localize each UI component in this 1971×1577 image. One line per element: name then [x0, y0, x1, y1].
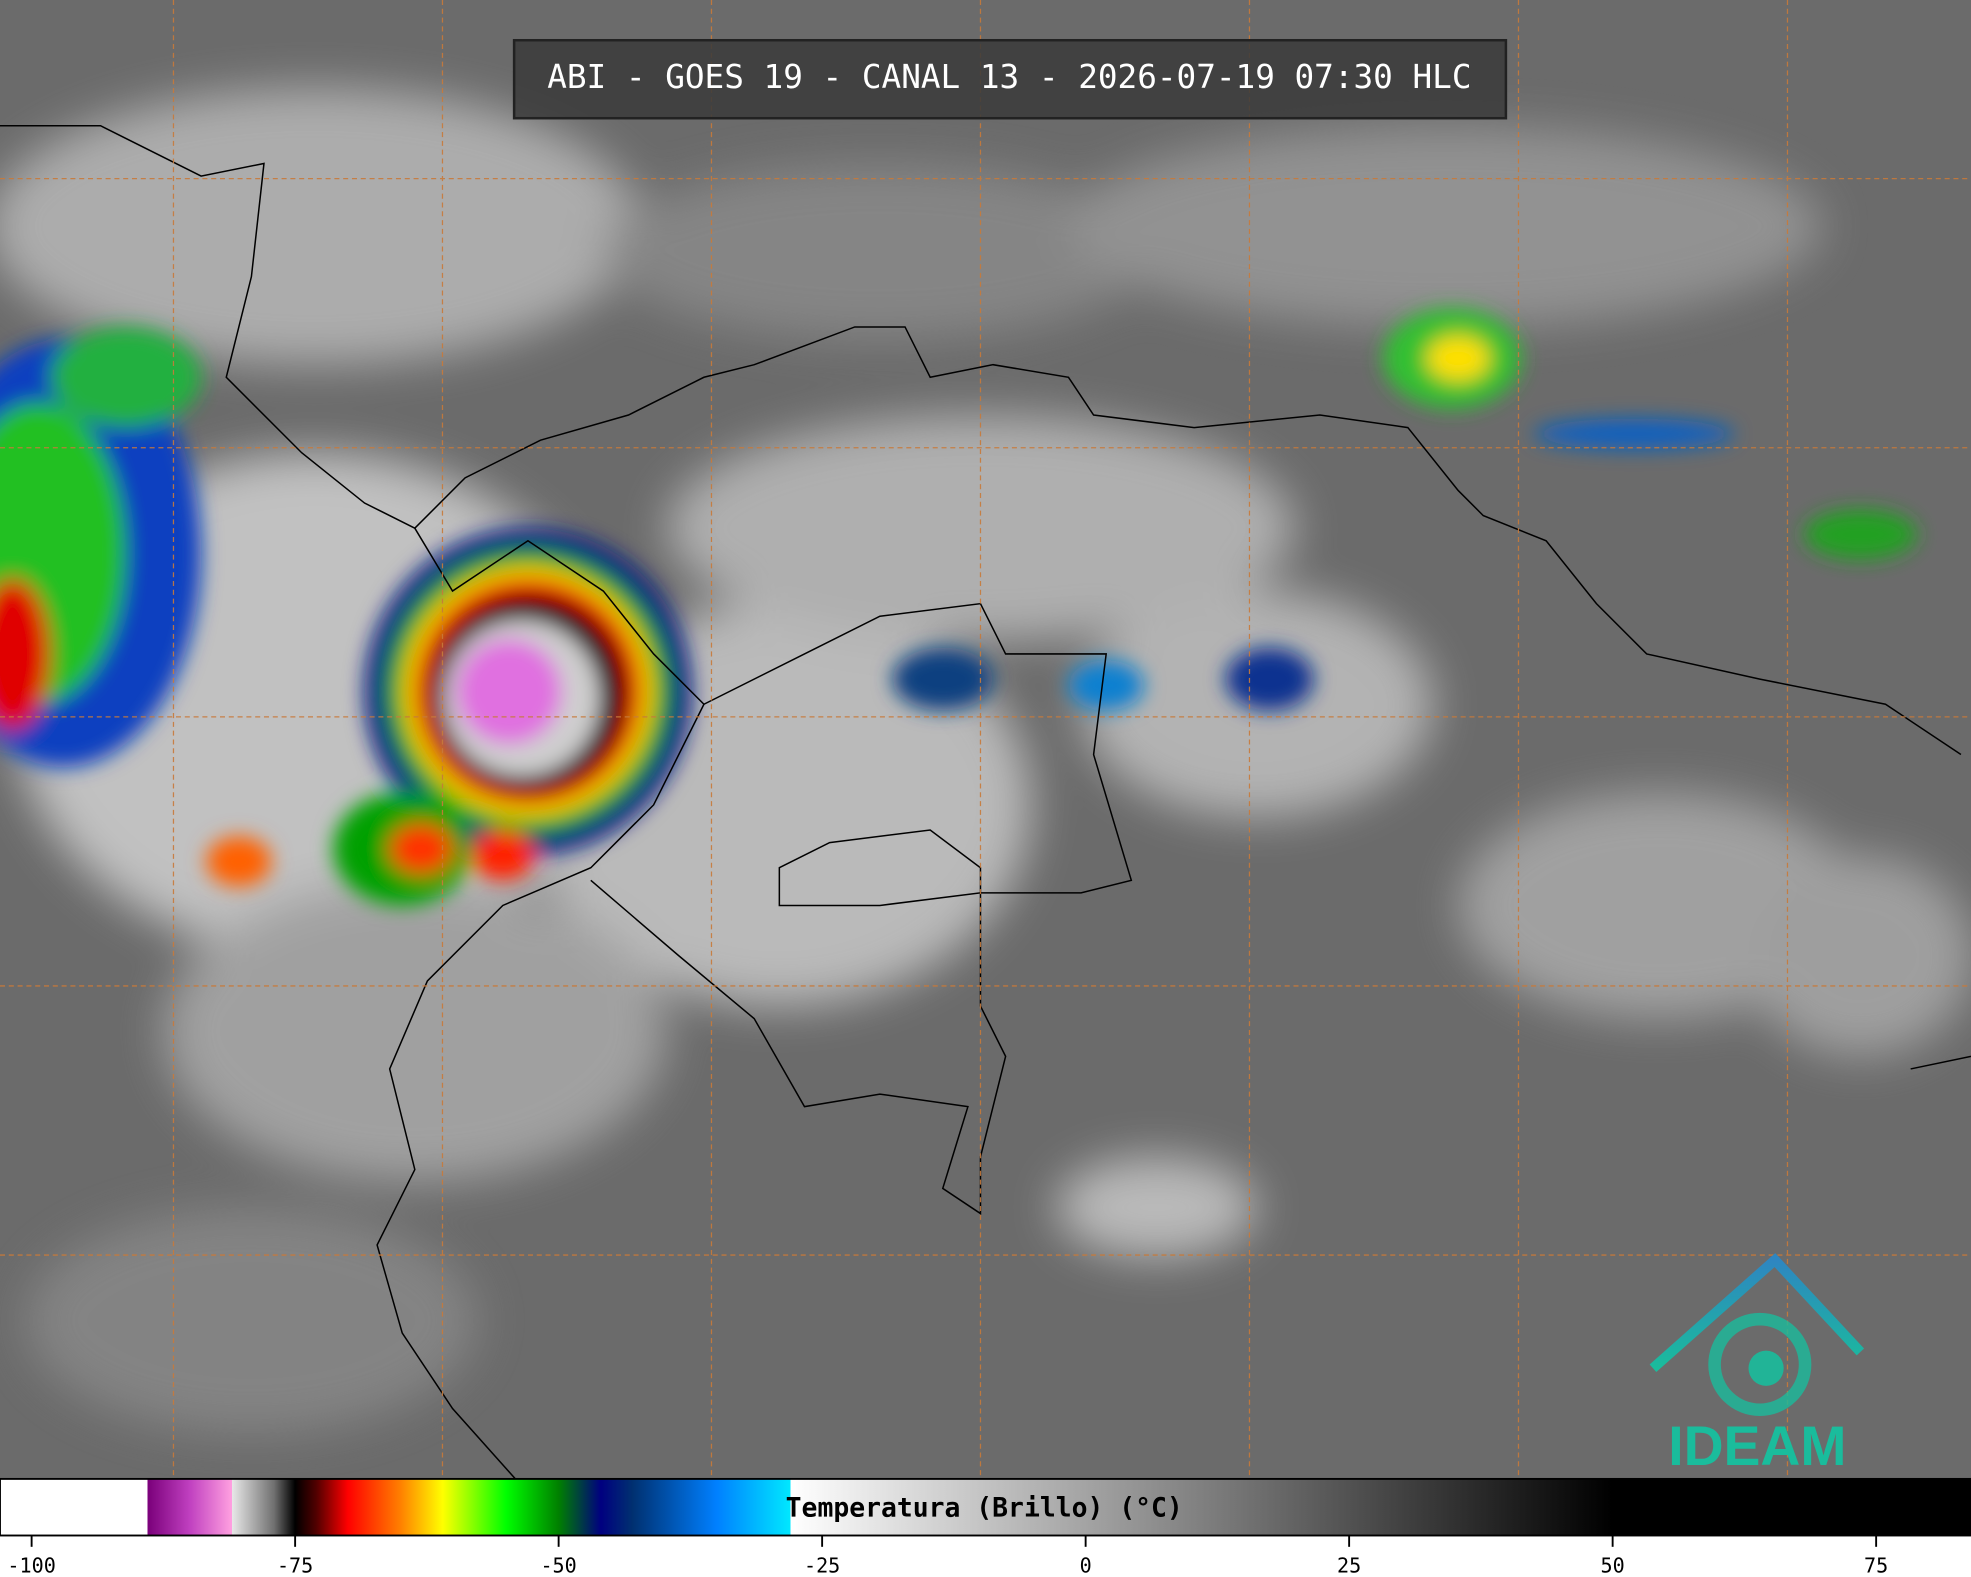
- title-box: ABI - GOES 19 - CANAL 13 - 2026-07-19 07…: [512, 38, 1508, 120]
- tick-label: 75: [1864, 1553, 1888, 1577]
- colorbar: Temperatura (Brillo) (°C) -100 -75 -50 -25 0 2…: [0, 1477, 1971, 1577]
- logo: IDEAM: [1649, 1253, 1865, 1477]
- tick-label: -25: [804, 1553, 840, 1577]
- tick-label: 0: [1080, 1553, 1092, 1577]
- graticule: [0, 0, 1971, 1479]
- title: ABI - GOES 19 - CANAL 13 - 2026-07-19 07…: [547, 58, 1471, 96]
- tick-label: -75: [277, 1553, 313, 1577]
- tick-label: 50: [1601, 1553, 1625, 1577]
- logo-text: IDEAM: [1668, 1415, 1846, 1477]
- tick-label: -50: [540, 1553, 576, 1577]
- colorbar-label: Temperatura (Brillo) (°C): [786, 1493, 1183, 1524]
- tick-label: -100: [7, 1553, 55, 1577]
- satellite-image: [0, 0, 1971, 1480]
- tick-label: 25: [1337, 1553, 1361, 1577]
- colorbar-bar: [0, 1477, 1971, 1537]
